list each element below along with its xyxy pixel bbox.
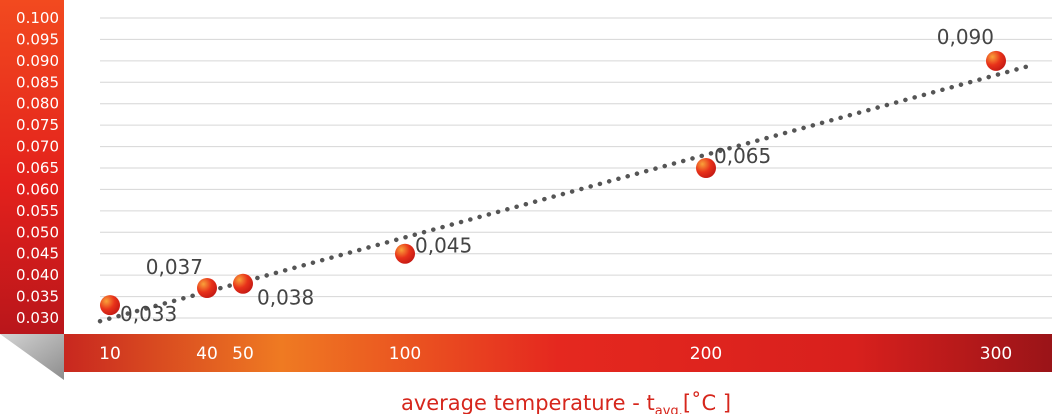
data-labels: 0,033 0,037 0,038 0,045 0,065 0,090 <box>120 25 994 326</box>
y-tick-label: 0.030 <box>16 309 59 327</box>
trendline <box>97 62 1037 324</box>
data-point <box>696 158 716 178</box>
data-point <box>395 243 415 264</box>
y-tick-label: 0.100 <box>16 9 59 27</box>
data-label: 0,090 <box>937 25 994 49</box>
y-tick-label: 0.055 <box>16 202 59 220</box>
data-point <box>233 273 253 294</box>
x-tick-label: 200 <box>690 344 722 364</box>
y-tick-label: 0.040 <box>16 266 59 284</box>
x-axis-band <box>64 334 1052 372</box>
x-tick-labels: 10 40 50 100 200 300 <box>99 344 1012 364</box>
x-tick-label: 50 <box>232 344 254 364</box>
data-point <box>197 278 217 298</box>
y-tick-label: 0.090 <box>16 52 59 70</box>
y-tick-label: 0.095 <box>16 30 59 48</box>
x-axis-title-unit: [˚C ] <box>683 391 731 414</box>
data-points <box>100 50 1006 316</box>
x-tick-label: 10 <box>99 344 121 364</box>
ribbon-fold <box>0 334 64 380</box>
data-label: 0,033 <box>120 302 177 326</box>
data-label: 0,045 <box>415 234 472 258</box>
y-tick-labels: 0.030 0.035 0.040 0.045 0.050 0.055 0.060 0.065… <box>16 9 59 327</box>
x-axis-title-main: average temperature - t <box>401 391 655 414</box>
data-label: 0,037 <box>146 255 203 279</box>
trendline-dotted <box>97 62 1037 324</box>
data-label: 0,038 <box>257 286 314 310</box>
data-point <box>100 295 120 316</box>
x-tick-label: 100 <box>389 344 421 364</box>
y-tick-label: 0.045 <box>16 245 59 263</box>
y-tick-label: 0.060 <box>16 180 59 198</box>
y-tick-label: 0.080 <box>16 95 59 113</box>
y-tick-label: 0.070 <box>16 138 59 156</box>
y-tick-label: 0.085 <box>16 73 59 91</box>
y-axis-band <box>0 0 64 334</box>
y-tick-label: 0.050 <box>16 223 59 241</box>
y-tick-label: 0.065 <box>16 159 59 177</box>
grid <box>100 17 1052 319</box>
data-point <box>986 50 1006 71</box>
x-tick-label: 300 <box>980 344 1012 364</box>
y-tick-label: 0.035 <box>16 288 59 306</box>
data-label: 0,065 <box>714 144 771 168</box>
x-tick-label: 40 <box>196 344 218 364</box>
x-axis-title-subscript: avg. <box>655 404 683 414</box>
y-tick-label: 0.075 <box>16 116 59 134</box>
x-axis-title: average temperature - tavg.[˚C ] <box>401 391 731 414</box>
